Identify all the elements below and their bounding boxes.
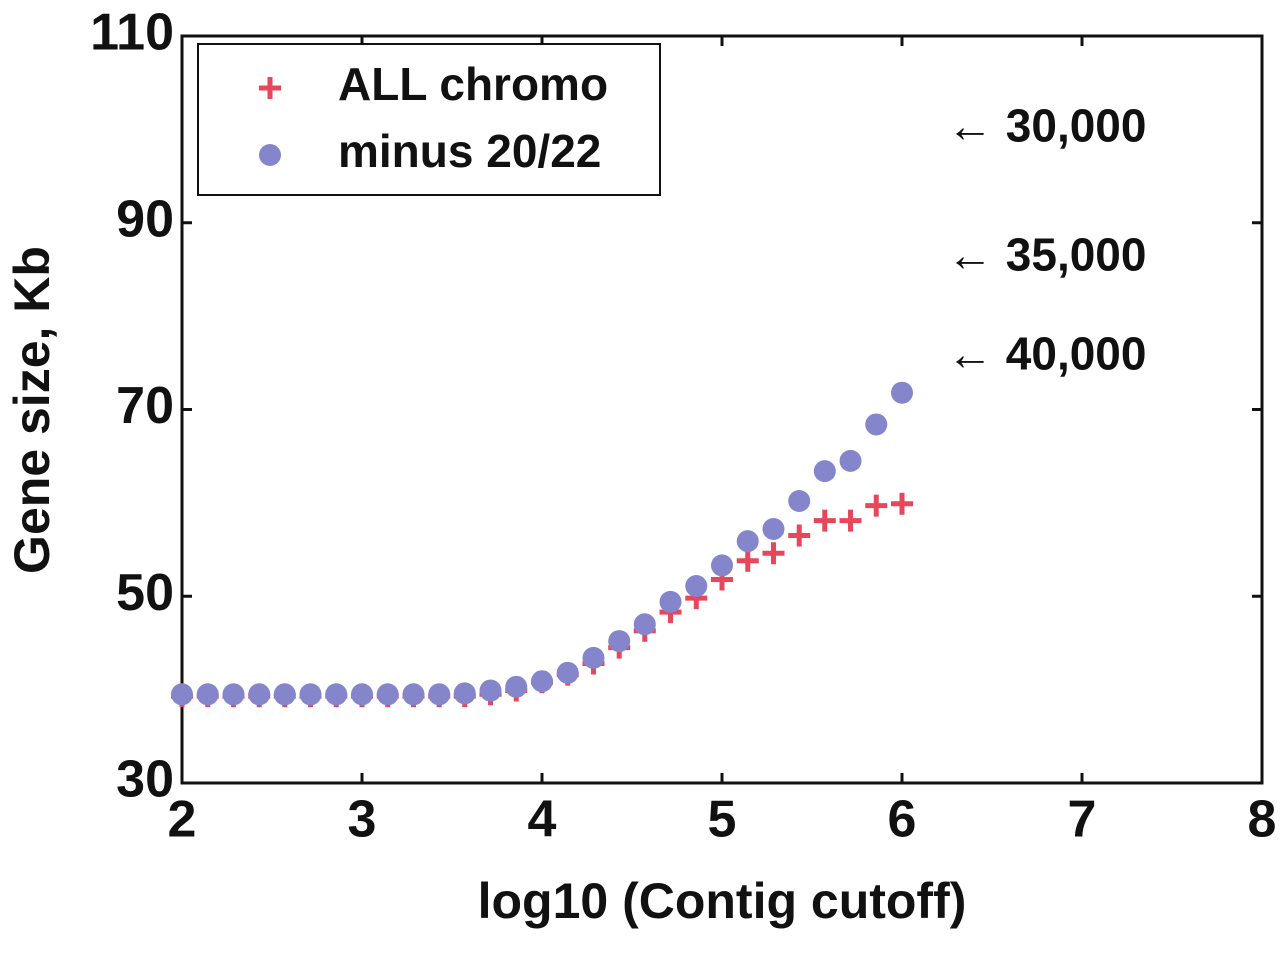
legend-label: minus 20/22 (338, 125, 601, 177)
x-tick-label: 8 (1248, 791, 1277, 849)
legend-box (197, 43, 661, 196)
circle-marker (762, 518, 785, 541)
circle-marker (685, 574, 708, 597)
circle-marker (248, 683, 271, 706)
y-tick-label: 30 (116, 751, 174, 809)
y-axis-label: Gene size, Kb (4, 246, 60, 574)
x-tick-label: 2 (168, 791, 197, 849)
plus-marker (865, 494, 888, 517)
y-tick-label: 50 (116, 564, 174, 622)
circle-marker (788, 490, 811, 513)
circle-marker (865, 413, 888, 436)
circle-marker (556, 661, 579, 684)
circle-marker (273, 683, 296, 706)
circle-marker (402, 683, 425, 706)
annotation: ← 30,000 (947, 100, 1146, 152)
plus-marker (259, 77, 281, 99)
circle-marker (299, 683, 322, 706)
plus-marker (762, 542, 785, 565)
circle-marker (196, 683, 219, 706)
plus-marker (736, 549, 759, 572)
circle-marker (659, 590, 682, 613)
annotation: ← 35,000 (947, 228, 1146, 280)
circle-marker (633, 613, 656, 636)
x-tick-label: 4 (528, 791, 557, 849)
circle-marker (736, 530, 759, 553)
plus-marker (813, 509, 836, 532)
circle-marker (608, 630, 631, 653)
circle-marker (325, 683, 348, 706)
circle-marker (222, 683, 245, 706)
y-tick-label: 70 (116, 377, 174, 435)
plus-marker (891, 492, 913, 515)
circle-marker (711, 554, 733, 577)
circle-marker (428, 683, 451, 706)
x-tick-label: 5 (708, 791, 737, 849)
circle-marker (351, 683, 373, 706)
circle-marker (582, 646, 605, 669)
circle-marker (376, 683, 399, 706)
circle-marker (171, 683, 193, 706)
y-tick-label: 110 (90, 4, 174, 62)
x-axis-label: log10 (Contig cutoff) (478, 873, 967, 929)
x-tick-label: 6 (888, 791, 917, 849)
circle-marker (813, 460, 836, 483)
circle-marker (479, 679, 502, 702)
plus-marker (788, 524, 811, 547)
circle-marker (531, 670, 553, 693)
circle-marker (259, 144, 281, 166)
x-tick-label: 7 (1068, 791, 1097, 849)
y-tick-label: 90 (116, 190, 174, 248)
circle-marker (505, 675, 528, 698)
plus-marker (839, 509, 862, 532)
legend-label: ALL chromo (338, 58, 608, 110)
x-tick-label: 3 (348, 791, 377, 849)
circle-marker (453, 682, 476, 705)
annotation: ← 40,000 (947, 327, 1146, 379)
circle-marker (891, 381, 913, 404)
circle-marker (839, 449, 862, 472)
